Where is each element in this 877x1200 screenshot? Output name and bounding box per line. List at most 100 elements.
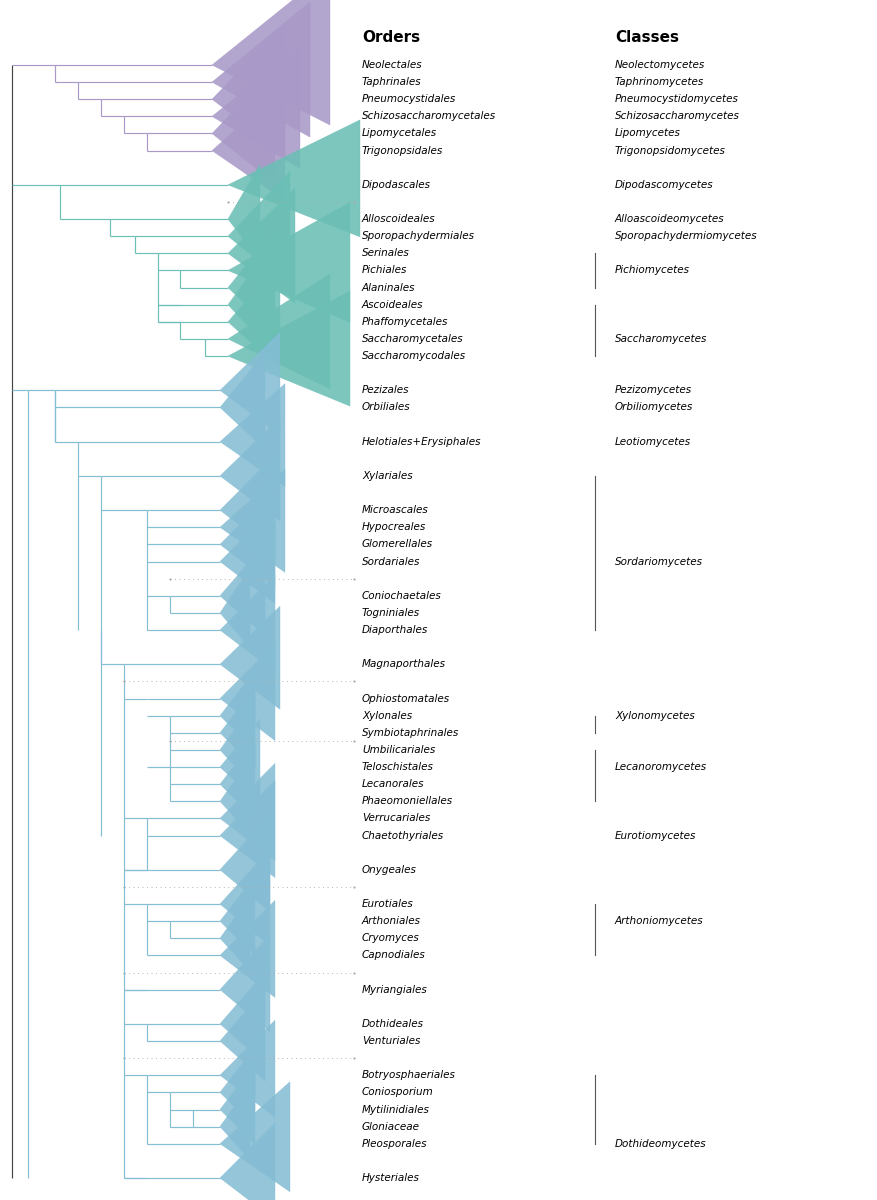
Polygon shape [228,229,275,332]
Text: Sporopachydermiales: Sporopachydermiales [362,232,475,241]
Text: Taphrinomycetes: Taphrinomycetes [615,77,704,88]
Text: Coniosporium: Coniosporium [362,1087,434,1097]
Polygon shape [228,262,280,368]
Text: Serinales: Serinales [362,248,410,258]
Text: Phaffomycetales: Phaffomycetales [362,317,448,326]
Text: Lipomycetales: Lipomycetales [362,128,437,138]
Text: Sordariomycetes: Sordariomycetes [615,557,703,566]
Polygon shape [220,1081,290,1192]
Text: Taphrinales: Taphrinales [362,77,422,88]
Polygon shape [220,719,260,804]
Polygon shape [220,850,270,946]
Text: Pezizales: Pezizales [362,385,410,395]
Text: Hypocreales: Hypocreales [362,522,426,533]
Text: Teloschistales: Teloschistales [362,762,434,772]
Polygon shape [220,763,275,860]
Polygon shape [220,643,275,740]
Polygon shape [220,972,265,1064]
Polygon shape [220,575,275,672]
Polygon shape [228,247,270,349]
Polygon shape [220,1048,255,1127]
Polygon shape [220,568,250,648]
Polygon shape [228,164,260,262]
Text: Trigonopsidales: Trigonopsidales [362,145,443,156]
Text: Neolectales: Neolectales [362,60,423,70]
Polygon shape [220,353,265,450]
Polygon shape [220,490,275,587]
Text: Myriangiales: Myriangiales [362,985,428,995]
Text: Classes: Classes [615,30,679,44]
Text: Pichiomycetes: Pichiomycetes [615,265,690,276]
Text: Xylonales: Xylonales [362,710,412,721]
Text: Hysteriales: Hysteriales [362,1172,420,1183]
Polygon shape [228,274,330,389]
Text: Phaeomoniellales: Phaeomoniellales [362,797,453,806]
Polygon shape [220,544,265,636]
Polygon shape [220,384,285,487]
Text: Saccharomycetes: Saccharomycetes [615,334,708,344]
Polygon shape [220,815,270,912]
Text: Dothideomycetes: Dothideomycetes [615,1139,707,1148]
Polygon shape [212,24,285,155]
Text: Lipomycetes: Lipomycetes [615,128,681,138]
Text: Dipodascales: Dipodascales [362,180,431,190]
Text: Magnaporthales: Magnaporthales [362,659,446,670]
Text: Onygeales: Onygeales [362,865,417,875]
Polygon shape [220,780,275,877]
Text: Pleosporales: Pleosporales [362,1139,427,1148]
Text: Ascoideales: Ascoideales [362,300,424,310]
Text: Diaporthales: Diaporthales [362,625,428,635]
Polygon shape [220,1064,255,1145]
Text: Alloscoideales: Alloscoideales [362,214,436,224]
Polygon shape [220,896,250,971]
Polygon shape [212,85,285,200]
Text: Symbiotaphrinales: Symbiotaphrinales [362,727,460,738]
Text: Sporopachydermiomycetes: Sporopachydermiomycetes [615,232,758,241]
Text: Botryosphaeriales: Botryosphaeriales [362,1070,456,1080]
Text: Pneumocystidomycetes: Pneumocystidomycetes [615,95,739,104]
Text: Togniniales: Togniniales [362,608,420,618]
Polygon shape [220,739,255,820]
Polygon shape [228,172,290,287]
Text: Orders: Orders [362,30,420,44]
Polygon shape [220,1020,275,1117]
Text: Pichiales: Pichiales [362,265,408,276]
Text: Pneumocystidales: Pneumocystidales [362,95,456,104]
Text: Saccharomycodales: Saccharomycodales [362,352,466,361]
Text: Leotiomycetes: Leotiomycetes [615,437,691,446]
Text: Microascales: Microascales [362,505,429,515]
Polygon shape [220,469,285,572]
Polygon shape [220,876,255,956]
Polygon shape [220,671,255,751]
Text: Gloniaceae: Gloniaceae [362,1122,420,1132]
Polygon shape [220,688,255,768]
Text: Arthoniales: Arthoniales [362,916,421,926]
Polygon shape [212,0,330,125]
Text: Orbiliales: Orbiliales [362,402,410,413]
Text: Xylonomycetes: Xylonomycetes [615,710,695,721]
Text: Trigonopsidomycetes: Trigonopsidomycetes [615,145,726,156]
Text: Glomerellales: Glomerellales [362,540,433,550]
Polygon shape [228,292,350,406]
Text: Venturiales: Venturiales [362,1036,420,1046]
Text: Alaninales: Alaninales [362,283,416,293]
Text: Ophiostomatales: Ophiostomatales [362,694,450,703]
Polygon shape [220,989,265,1081]
Text: Neolectomycetes: Neolectomycetes [615,60,705,70]
Text: Verrucariales: Verrucariales [362,814,431,823]
Text: Eurotiomycetes: Eurotiomycetes [615,830,696,840]
Polygon shape [220,1123,275,1200]
Text: Lecanoromycetes: Lecanoromycetes [615,762,707,772]
Polygon shape [220,606,280,709]
Polygon shape [220,708,250,782]
Polygon shape [228,203,350,323]
Polygon shape [220,418,280,521]
Polygon shape [212,47,300,168]
Text: Lecanorales: Lecanorales [362,779,424,790]
Text: Arthoniomycetes: Arthoniomycetes [615,916,703,926]
Polygon shape [220,935,270,1032]
Polygon shape [220,1085,250,1159]
Polygon shape [220,760,250,834]
Text: Eurotiales: Eurotiales [362,899,414,910]
Text: Dothideales: Dothideales [362,1019,424,1028]
